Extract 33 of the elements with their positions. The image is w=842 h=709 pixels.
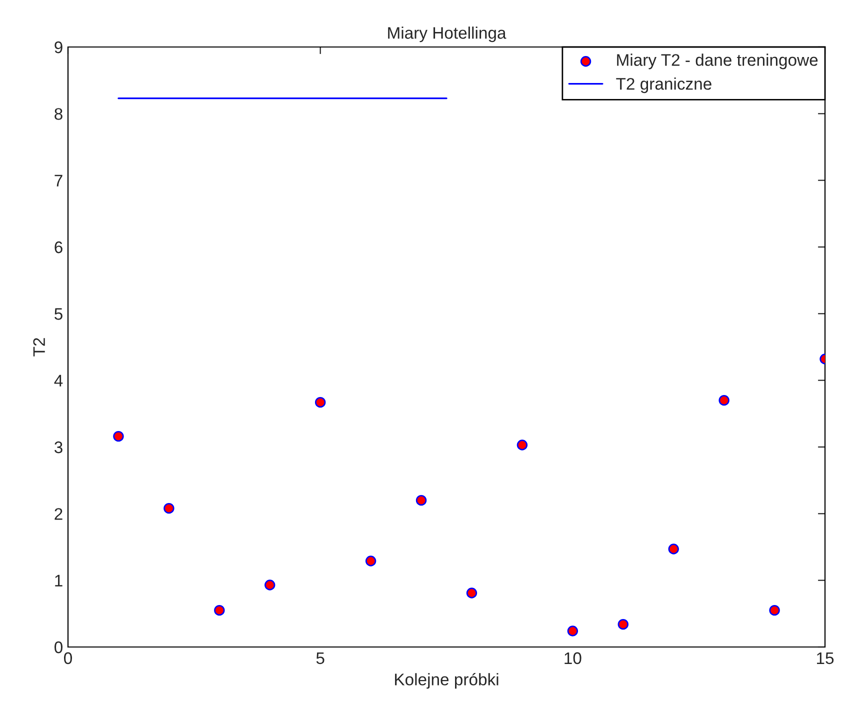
x-tick-label: 15 — [817, 652, 834, 664]
x-tick-label: 10 — [564, 652, 582, 664]
y-tick-label: 7 — [54, 174, 62, 186]
point — [567, 626, 578, 636]
point — [769, 604, 780, 616]
point — [365, 556, 376, 566]
point — [164, 502, 174, 514]
legend-label: T2 graniczne — [616, 78, 712, 94]
y-tick-label: 1 — [55, 574, 62, 586]
y-tick-label: 8 — [54, 108, 62, 120]
y-axis-title: T2 — [33, 338, 45, 356]
point — [668, 544, 679, 554]
point — [214, 604, 225, 616]
point — [314, 396, 326, 408]
point — [618, 618, 628, 630]
y-tick-label: 6 — [54, 241, 62, 254]
x-tick-label: 0 — [64, 652, 72, 664]
y-tick-label: 3 — [54, 441, 62, 454]
y-tick-label: 0 — [54, 641, 62, 654]
x-axis-title: Kolejne próbki — [395, 672, 498, 689]
point — [718, 394, 730, 406]
y-tick-label: 5 — [54, 308, 62, 320]
y-tick-label: 4 — [54, 374, 63, 386]
y-tick-label: 9 — [54, 41, 62, 54]
point — [113, 430, 124, 442]
y-tick-label: 2 — [54, 508, 62, 520]
x-tick-label: 5 — [316, 652, 324, 664]
legend-label: Miary T2 - dane treningowe — [617, 54, 818, 70]
point — [466, 588, 478, 598]
point — [416, 494, 427, 506]
point — [516, 440, 528, 450]
chart-title: Miary Hotellinga — [388, 26, 506, 42]
point — [264, 580, 276, 590]
